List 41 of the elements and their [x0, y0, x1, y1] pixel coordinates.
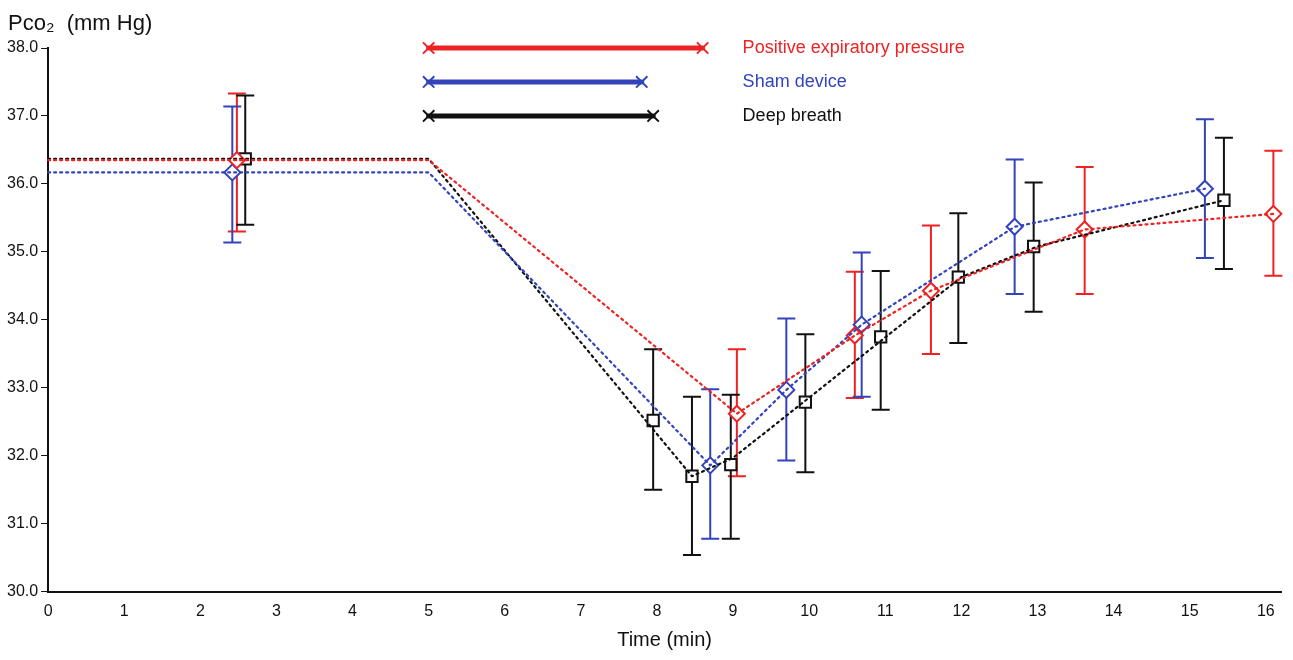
- point: [1217, 193, 1231, 207]
- x-tick-label: 16: [1256, 601, 1275, 619]
- y-tick-label: 32.0: [7, 446, 39, 464]
- x-tick-label: 7: [576, 601, 586, 619]
- x-tick-label: 8: [652, 601, 662, 619]
- point: [695, 41, 710, 55]
- x-tick-label: 10: [800, 601, 819, 619]
- y-tick-label: 31.0: [7, 514, 39, 532]
- x-tick-label: 9: [728, 601, 738, 619]
- y-tick-label: 38.0: [7, 38, 39, 56]
- x-tick-label: 15: [1180, 601, 1199, 619]
- x-tick-label: 0: [43, 601, 53, 619]
- point: [646, 413, 660, 428]
- point: [874, 330, 888, 344]
- point: [724, 458, 738, 472]
- x-tick-label: 4: [348, 601, 358, 619]
- x-tick-label: 2: [195, 601, 205, 619]
- y-tick-label: 33.0: [7, 378, 39, 396]
- point: [422, 41, 436, 55]
- text: Sham device: [742, 70, 847, 91]
- text: Deep breath: [742, 104, 842, 125]
- x-tick-label: 3: [271, 601, 281, 619]
- y-tick-label: 34.0: [7, 310, 39, 328]
- x-tick-label: 5: [424, 601, 434, 619]
- x-axis-title: Time (min): [617, 627, 712, 650]
- point: [422, 75, 436, 89]
- y-tick-label: 35.0: [7, 242, 39, 260]
- y-tick-label: 37.0: [7, 106, 39, 124]
- x-tick-label: 14: [1104, 601, 1123, 619]
- series-label: Positive expiratory pressure: [742, 36, 965, 57]
- x-tick-label: 12: [952, 601, 971, 619]
- point: [422, 109, 436, 123]
- point: [635, 75, 649, 89]
- point: [646, 109, 660, 123]
- y-axis-title: Pco₂ (mm Hg): [8, 10, 153, 35]
- y-tick-label: 36.0: [7, 174, 39, 192]
- x-tick-label: 11: [876, 601, 894, 619]
- x-tick-label: 6: [500, 601, 510, 619]
- y-tick-label: 30.0: [7, 582, 39, 600]
- x-tick-label: 13: [1028, 601, 1047, 619]
- x-tick-label: 1: [119, 601, 129, 619]
